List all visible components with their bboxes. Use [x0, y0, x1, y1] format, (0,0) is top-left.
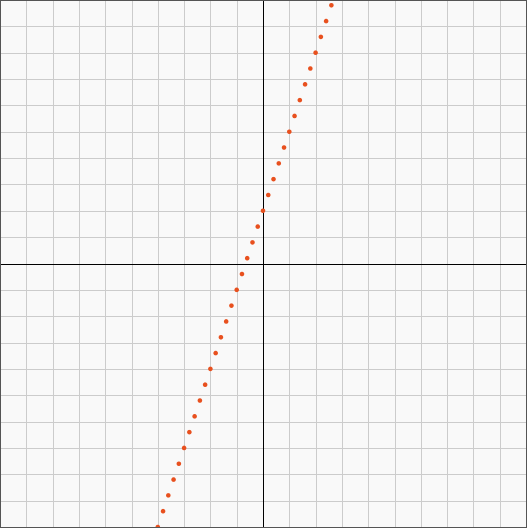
data-point	[197, 398, 203, 403]
data-point	[276, 161, 282, 166]
data-point	[229, 303, 234, 308]
data-point	[308, 66, 313, 71]
data-point	[181, 445, 187, 451]
data-point	[313, 50, 318, 55]
data-point	[323, 18, 329, 24]
data-point	[287, 129, 292, 135]
data-point	[176, 461, 182, 467]
data-point	[329, 2, 334, 8]
data-point	[271, 176, 276, 182]
data-point	[250, 240, 255, 245]
data-point	[208, 366, 213, 372]
data-point	[239, 271, 245, 277]
data-point	[213, 350, 218, 356]
data-point	[281, 145, 287, 150]
data-point	[202, 382, 208, 388]
data-point	[265, 192, 271, 198]
data-point	[218, 334, 224, 340]
data-point	[302, 82, 308, 87]
data-point	[260, 208, 266, 214]
data-point	[171, 477, 176, 482]
data-point	[318, 34, 324, 40]
data-series	[155, 2, 334, 528]
data-point	[187, 429, 192, 435]
data-point	[255, 224, 261, 229]
data-point	[292, 113, 297, 119]
data-point	[166, 493, 171, 498]
data-point	[160, 508, 166, 514]
data-point	[192, 414, 197, 419]
data-point	[234, 287, 239, 293]
data-point	[244, 255, 250, 261]
data-point	[223, 319, 229, 324]
data-point	[297, 97, 303, 103]
